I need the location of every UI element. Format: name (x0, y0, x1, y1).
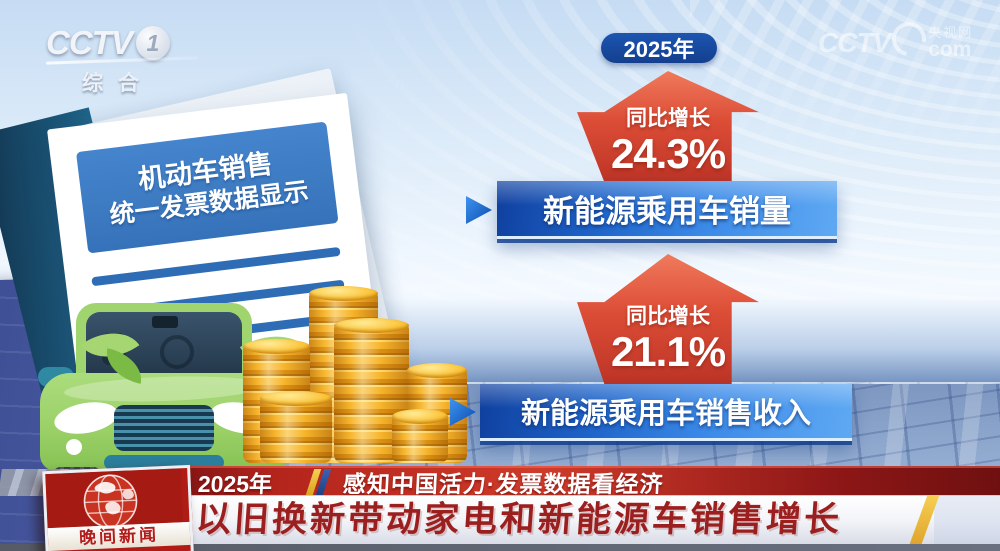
year-badge: 2025年 (601, 33, 717, 63)
invoice-title-box: 机动车销售 统一发票数据显示 (75, 121, 339, 254)
watermark-site-name: 央视网 (928, 25, 974, 40)
headline-banner: 以旧换新带动家电和新能源车销售增长 (162, 495, 1000, 546)
metric-banner: 新能源乘用车销售收入 (480, 384, 852, 441)
car-fog-light (66, 439, 82, 455)
invoice-text-line (91, 246, 341, 287)
topic-strip: 2025年 感知中国活力·发票数据看经济 (172, 466, 1000, 497)
cctv1-logo-text: CCTV (46, 24, 133, 61)
banner-right-shade (934, 496, 1000, 546)
cctv-com-watermark: CCTV 央视网 com (818, 15, 974, 63)
car-rearview-mirror (152, 316, 178, 328)
program-logo: 晚间新闻 (42, 464, 194, 551)
headline-text: 以旧换新带动家电和新能源车销售增长 (194, 500, 844, 539)
cctv1-logo: CCTV 1 综合 (45, 24, 199, 97)
growth-value: 24.3% (610, 129, 726, 177)
watermark-com-text: com (928, 38, 972, 61)
growth-label: 同比增长 (626, 304, 710, 328)
coin-stack (260, 391, 332, 463)
watermark-text: CCTV (818, 27, 891, 58)
growth-label: 同比增长 (626, 106, 710, 130)
growth-value: 21.1% (610, 327, 726, 375)
background-corner-stripes (690, 0, 1000, 170)
bottom-edge-strip (0, 544, 1000, 551)
car-steering-wheel (160, 335, 194, 369)
strip-year-label: 2025年 (197, 470, 273, 497)
metric-banner: 新能源乘用车销量 (497, 181, 837, 239)
channel-number-icon: 1 (135, 26, 170, 60)
metric-label: 新能源乘用车销售收入 (521, 390, 811, 432)
car-grille (114, 405, 214, 451)
banner-sheen (497, 181, 837, 236)
metric-label: 新能源乘用车销量 (543, 186, 791, 231)
series-title: 感知中国活力·发票数据看经济 (342, 470, 665, 497)
globe-icon (45, 468, 184, 529)
banner-sheen (480, 384, 852, 438)
coin-stack (392, 409, 448, 463)
channel-subtitle: 综合 (82, 72, 154, 95)
